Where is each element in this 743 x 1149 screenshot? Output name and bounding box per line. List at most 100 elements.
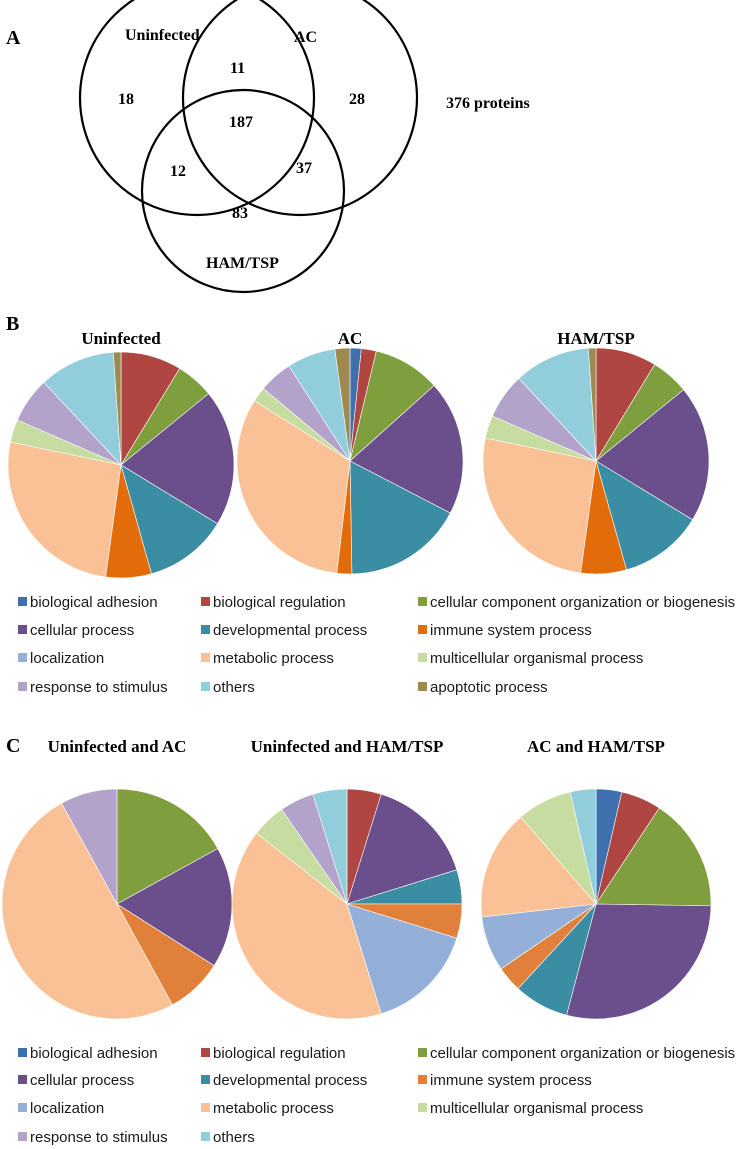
legend-label-multicellular-organismal-process: multicellular organismal process [430, 1100, 643, 1117]
legend-swatch-cellular-process [18, 1075, 27, 1084]
pie-slice-cellular-process [566, 903, 712, 1020]
legend-label-developmental-process: developmental process [213, 1072, 367, 1089]
venn-count-uninfected-ac: 11 [230, 60, 245, 77]
pie-slice-apoptotic-process [334, 347, 351, 462]
pie-title-b-ac: AC [338, 329, 363, 348]
pie-title-c-uninfected-ac: Uninfected and AC [48, 737, 187, 756]
legend-swatch-metabolic-process [201, 653, 210, 662]
pie-slice-cellular-process [120, 393, 235, 525]
venn-count-uninfected-only: 18 [118, 91, 134, 108]
legend-swatch-cellular-process [18, 625, 27, 634]
venn-label-ham-tsp: HAM/TSP [206, 255, 279, 272]
legend-swatch-developmental-process [201, 625, 210, 634]
legend-swatch-localization [18, 1103, 27, 1112]
legend-label-biological-adhesion: biological adhesion [30, 594, 158, 611]
legend-label-apoptotic-process: apoptotic process [430, 679, 548, 696]
pie-slice-apoptotic-process [587, 347, 597, 462]
legend-label-others: others [213, 679, 255, 696]
venn-count-ac-only: 28 [349, 91, 365, 108]
legend-swatch-metabolic-process [201, 1103, 210, 1112]
pie-chart-b-ac [236, 347, 464, 575]
venn-label-uninfected: Uninfected [125, 27, 200, 44]
legend-label-cellular-component-organization-or-biogenesis: cellular component organization or bioge… [430, 594, 735, 611]
legend-swatch-apoptotic-process [418, 682, 427, 691]
legend-label-biological-regulation: biological regulation [213, 1045, 346, 1062]
venn-count-ham-only: 83 [232, 205, 248, 222]
legend-label-cellular-process: cellular process [30, 622, 134, 639]
pie-title-c-ac-ham: AC and HAM/TSP [527, 737, 665, 756]
legend-swatch-biological-regulation [201, 597, 210, 606]
legend-label-developmental-process: developmental process [213, 622, 367, 639]
venn-circle-ac [181, 0, 419, 217]
panel-letter-b: B [6, 313, 19, 335]
legend-swatch-others [201, 1132, 210, 1141]
pie-slice-apoptotic-process [112, 351, 122, 466]
pie-slice-developmental-process [595, 460, 693, 571]
legend-swatch-response-to-stimulus [18, 1132, 27, 1141]
pie-slice-cellular-process [346, 793, 458, 905]
legend-swatch-cellular-component-organization-or-biogenesis [418, 1048, 427, 1057]
pie-title-c-uninfected-ham: Uninfected and HAM/TSP [251, 737, 444, 756]
venn-diagram: A Uninfected AC HAM/TSP 18 28 11 187 12 … [6, 0, 530, 294]
legend-label-response-to-stimulus: response to stimulus [30, 679, 168, 696]
pie-chart-c-uninfected-ac [1, 788, 233, 1020]
pie-slice-metabolic-process [231, 832, 382, 1020]
legend-swatch-biological-adhesion [18, 1048, 27, 1057]
pie-slice-others [569, 788, 597, 905]
legend-swatch-multicellular-organismal-process [418, 653, 427, 662]
legend-label-immune-system-process: immune system process [430, 622, 592, 639]
pie-title-b-uninfected: Uninfected [81, 329, 161, 348]
legend-label-localization: localization [30, 650, 104, 667]
pie-chart-c-ac-ham [480, 788, 712, 1020]
legend-swatch-biological-regulation [201, 1048, 210, 1057]
pie-title-b-ham-tsp: HAM/TSP [557, 329, 634, 348]
legend-swatch-localization [18, 653, 27, 662]
legend-label-immune-system-process: immune system process [430, 1072, 592, 1089]
panel-letter-a: A [6, 27, 21, 49]
legend-label-cellular-process: cellular process [30, 1072, 134, 1089]
pie-slice-metabolic-process [480, 816, 597, 918]
legend-swatch-immune-system-process [418, 625, 427, 634]
legend-label-localization: localization [30, 1100, 104, 1117]
venn-total-label: 376 proteins [446, 95, 530, 112]
panel-letter-c: C [6, 735, 20, 757]
pie-slice-metabolic-process [236, 400, 351, 574]
legend-label-biological-regulation: biological regulation [213, 594, 346, 611]
venn-circle-uninfected [78, 0, 316, 217]
legend-swatch-biological-adhesion [18, 597, 27, 606]
pie-slice-cellular-component-organization-or-biogenesis [595, 807, 712, 907]
pie-slice-developmental-process [349, 460, 451, 575]
pie-slice-cellular-process [595, 389, 710, 521]
pie-slice-response-to-stimulus [61, 788, 118, 905]
pie-chart-c-uninfected-ham [231, 788, 463, 1020]
legend-c: biological adhesion biological regulation… [18, 1045, 735, 1146]
pie-slice-cellular-component-organization-or-biogenesis [116, 788, 219, 905]
pie-slice-others [518, 347, 597, 462]
pie-chart-b-ham-tsp [482, 347, 710, 575]
pie-slice-cellular-process [349, 385, 464, 514]
legend-label-cellular-component-organization-or-biogenesis: cellular component organization or bioge… [430, 1045, 735, 1062]
legend-label-metabolic-process: metabolic process [213, 1100, 334, 1117]
legend-swatch-immune-system-process [418, 1075, 427, 1084]
pie-slice-localization [346, 903, 458, 1015]
legend-label-metabolic-process: metabolic process [213, 650, 334, 667]
pie-slice-metabolic-process [7, 441, 122, 578]
legend-swatch-response-to-stimulus [18, 682, 27, 691]
legend-b: biological adhesion biological regulation… [18, 594, 735, 696]
legend-swatch-others [201, 682, 210, 691]
pie-slice-others [312, 788, 348, 905]
legend-swatch-developmental-process [201, 1075, 210, 1084]
legend-swatch-multicellular-organismal-process [418, 1103, 427, 1112]
venn-circle-ham-tsp [140, 88, 346, 294]
pie-slice-metabolic-process [1, 802, 173, 1020]
legend-label-biological-adhesion: biological adhesion [30, 1045, 158, 1062]
venn-count-uninfected-ham: 12 [170, 163, 186, 180]
legend-label-others: others [213, 1129, 255, 1146]
pie-chart-b-uninfected [7, 351, 235, 579]
venn-label-ac: AC [294, 29, 317, 46]
legend-label-response-to-stimulus: response to stimulus [30, 1129, 168, 1146]
pie-slice-metabolic-process [482, 437, 597, 574]
pie-slice-others [43, 351, 122, 466]
pie-slice-developmental-process [120, 464, 218, 575]
